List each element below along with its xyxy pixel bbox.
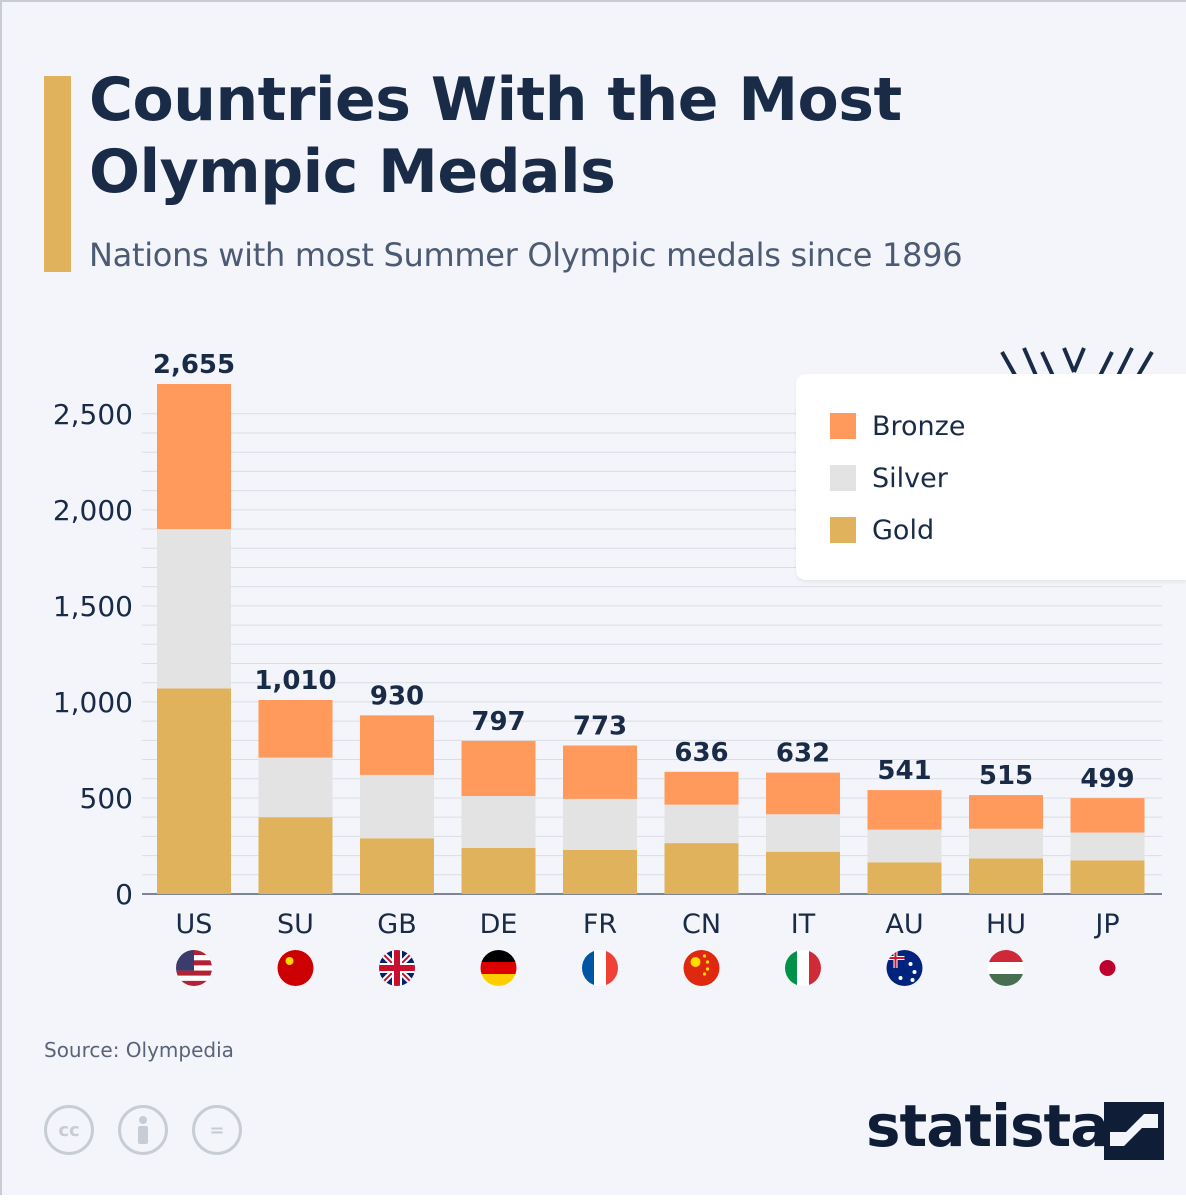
y-tick-label: 1,500	[53, 590, 133, 623]
japan-flag-icon	[1089, 950, 1126, 986]
legend-swatch	[830, 465, 856, 491]
y-axis: 0 500 1,000 1,500 2,000 2,500	[53, 398, 133, 911]
x-tick-label: DE	[480, 909, 518, 940]
flags	[176, 950, 1126, 986]
us-flag-icon	[176, 950, 212, 986]
y-tick-label: 2,500	[53, 398, 133, 431]
germany-flag-icon	[480, 950, 517, 986]
attribution-icon[interactable]	[118, 1105, 168, 1155]
bar-segment-gold	[1070, 860, 1145, 894]
bar-segment-gold	[766, 851, 840, 894]
bar-segment-bronze	[258, 699, 333, 758]
cc-icon[interactable]: cc	[44, 1105, 94, 1155]
legend-swatch	[830, 517, 856, 543]
australia-flag-icon	[886, 950, 923, 986]
bar-segment-silver	[1070, 832, 1145, 861]
bar-segment-silver	[360, 774, 434, 839]
bar-segment-bronze	[461, 740, 536, 797]
hungary-flag-icon	[988, 950, 1024, 986]
bar-segment-silver	[258, 757, 333, 818]
bar-segment-bronze	[766, 772, 840, 815]
data-label: 541	[877, 756, 931, 786]
data-label: 632	[776, 739, 830, 769]
legend-label: Bronze	[872, 410, 966, 442]
bar-segment-silver	[867, 829, 942, 863]
x-tick-label: IT	[791, 909, 816, 940]
data-label: 797	[471, 707, 525, 737]
bar-segment-gold	[157, 688, 231, 894]
bar-segment-gold	[664, 843, 739, 894]
data-label: 1,010	[254, 666, 336, 696]
data-label: 2,655	[153, 350, 235, 380]
legend-item-gold: Gold	[830, 514, 935, 546]
bar-segment-bronze	[867, 790, 942, 830]
bar-segment-gold	[360, 838, 434, 894]
data-label: 930	[370, 681, 424, 711]
y-tick-label: 1,000	[53, 686, 133, 719]
bar-segment-silver	[157, 529, 231, 689]
chart-subtitle: Nations with most Summer Olympic medals …	[89, 236, 963, 274]
data-label: 636	[674, 738, 728, 768]
legend-item-silver: Silver	[830, 462, 948, 494]
data-label: 499	[1080, 764, 1134, 794]
source-note: Source: Olympedia	[44, 1038, 234, 1062]
legend-item-bronze: Bronze	[830, 410, 966, 442]
legend-label: Silver	[872, 462, 948, 494]
x-tick-label: CN	[682, 909, 721, 940]
legend-label: Gold	[872, 514, 935, 546]
y-tick-label: 0	[115, 878, 133, 911]
france-flag-icon	[582, 950, 618, 986]
soviet-union-flag-icon	[277, 950, 314, 986]
y-tick-label: 2,000	[53, 494, 133, 527]
bars	[157, 384, 1145, 894]
x-tick-label: SU	[277, 909, 314, 940]
bar-segment-bronze	[1070, 798, 1145, 833]
y-tick-label: 500	[80, 782, 133, 815]
title-accent-bar	[44, 76, 71, 272]
x-tick-label: AU	[885, 909, 923, 940]
x-axis: US SU GB DE FR CN IT AU HU JP	[176, 909, 1120, 940]
bar-segment-silver	[563, 798, 637, 850]
bar-segment-gold	[461, 847, 536, 894]
x-tick-label: FR	[583, 909, 617, 940]
bar-segment-bronze	[360, 715, 434, 775]
bar-segment-bronze	[563, 745, 637, 799]
x-tick-label: JP	[1093, 909, 1119, 940]
bar-segment-silver	[969, 828, 1043, 859]
legend: Bronze Silver Gold	[796, 374, 1186, 580]
bar-segment-bronze	[157, 384, 231, 530]
statista-logo-text[interactable]: statista	[866, 1092, 1109, 1160]
x-tick-label: GB	[377, 909, 416, 940]
statista-logo-icon[interactable]	[1104, 1102, 1164, 1160]
bar-segment-gold	[563, 849, 637, 894]
bar-segment-silver	[461, 796, 536, 848]
bar-segment-silver	[664, 804, 739, 844]
bar-segment-bronze	[969, 795, 1043, 829]
no-derivatives-icon[interactable]: =	[192, 1105, 242, 1155]
bar-segment-gold	[969, 858, 1043, 894]
x-tick-label: HU	[986, 909, 1026, 940]
chart-title: Countries With the Most Olympic Medals	[89, 65, 902, 207]
uk-flag-icon	[379, 950, 415, 986]
data-label: 773	[573, 712, 627, 742]
data-label: 515	[979, 761, 1033, 791]
bar-segment-gold	[258, 817, 333, 894]
italy-flag-icon	[785, 950, 821, 986]
china-flag-icon	[683, 950, 720, 986]
legend-swatch	[830, 413, 856, 439]
total-labels: 2,655 1,010 930 797 773 636 632 541 515 499	[153, 350, 1135, 794]
bar-segment-silver	[766, 814, 840, 852]
bar-segment-gold	[867, 862, 942, 894]
x-tick-label: US	[176, 909, 213, 940]
bar-segment-bronze	[664, 771, 739, 805]
